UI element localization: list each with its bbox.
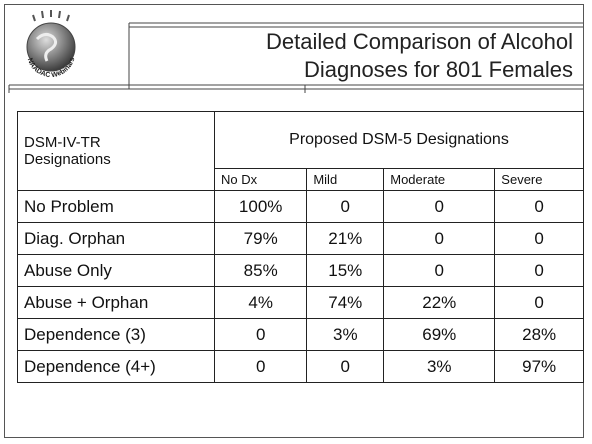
logo: NAADAC Webinars bbox=[26, 10, 76, 79]
title-line: Diagnoses for 801 Females bbox=[303, 57, 573, 82]
cell: 0 bbox=[213, 350, 308, 383]
row-label: No Problem bbox=[17, 190, 215, 223]
column-header: Moderate bbox=[383, 168, 496, 191]
cell: 4% bbox=[213, 286, 308, 319]
cell: 79% bbox=[213, 222, 308, 255]
cell: 0 bbox=[383, 254, 496, 287]
cell: 85% bbox=[213, 254, 308, 287]
cell: 0 bbox=[383, 222, 496, 255]
column-header: No Dx bbox=[213, 168, 308, 191]
cell: 15% bbox=[306, 254, 385, 287]
cell: 0 bbox=[383, 190, 496, 223]
cell: 0 bbox=[213, 318, 308, 351]
cell: 28% bbox=[494, 318, 584, 351]
row-label: Dependence (4+) bbox=[17, 350, 215, 383]
table-row: Dependence (4+) 0 0 3% 97% bbox=[17, 350, 584, 383]
row-label: Dependence (3) bbox=[17, 318, 215, 351]
corner-cell: DSM-IV-TR Designations bbox=[17, 111, 215, 191]
cell: 0 bbox=[494, 254, 584, 287]
cell: 100% bbox=[213, 190, 308, 223]
cell: 0 bbox=[306, 350, 385, 383]
column-header: Severe bbox=[494, 168, 584, 191]
cell: 21% bbox=[306, 222, 385, 255]
cell: 3% bbox=[306, 318, 385, 351]
group-header: Proposed DSM-5 Designations bbox=[214, 111, 584, 169]
column-header: Mild bbox=[306, 168, 385, 191]
corner-text: DSM-IV-TR bbox=[24, 134, 101, 151]
table: DSM-IV-TR Designations Proposed DSM-5 Desi… bbox=[17, 111, 584, 383]
corner-text: Designations bbox=[24, 151, 111, 168]
row-label: Abuse + Orphan bbox=[17, 286, 215, 319]
slide: NAADAC Webinars Detailed Comparison of A… bbox=[4, 4, 584, 438]
table-row: Dependence (3) 0 3% 69% 28% bbox=[17, 318, 584, 351]
cell: 0 bbox=[306, 190, 385, 223]
table-row: Diag. Orphan 79% 21% 0 0 bbox=[17, 222, 584, 255]
table-row: No Problem 100% 0 0 0 bbox=[17, 190, 584, 223]
title-line: Detailed Comparison of Alcohol bbox=[266, 29, 573, 54]
cell: 3% bbox=[383, 350, 496, 383]
row-label: Abuse Only bbox=[17, 254, 215, 287]
cell: 97% bbox=[494, 350, 584, 383]
header-decoration: NAADAC Webinars bbox=[8, 10, 583, 93]
cell: 0 bbox=[494, 286, 584, 319]
cell: 0 bbox=[494, 190, 584, 223]
cell: 74% bbox=[306, 286, 385, 319]
table-row: Abuse Only 85% 15% 0 0 bbox=[17, 254, 584, 287]
header-row: DSM-IV-TR Designations Proposed DSM-5 Desi… bbox=[17, 111, 584, 191]
cell: 0 bbox=[494, 222, 584, 255]
row-label: Diag. Orphan bbox=[17, 222, 215, 255]
table-row: Abuse + Orphan 4% 74% 22% 0 bbox=[17, 286, 584, 319]
cell: 69% bbox=[383, 318, 496, 351]
cell: 22% bbox=[383, 286, 496, 319]
